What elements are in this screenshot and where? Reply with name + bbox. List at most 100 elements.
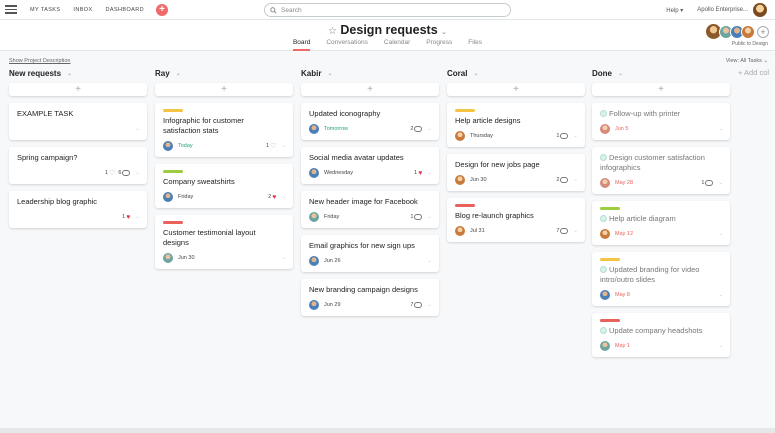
task-card[interactable]: Help article diagram May 12 ⌄: [592, 201, 730, 245]
task-card[interactable]: Email graphics for new sign ups Jun 26 ⌄: [301, 235, 439, 272]
add-member-button[interactable]: +: [757, 25, 769, 38]
assignee-avatar[interactable]: [309, 168, 319, 178]
assignee-avatar[interactable]: [600, 341, 610, 351]
task-card[interactable]: New header image for Facebook Friday 1 ⌄: [301, 191, 439, 228]
due-date[interactable]: Jun 30: [178, 255, 195, 261]
card-menu-chevron-icon[interactable]: ⌄: [573, 228, 578, 234]
assignee-avatar[interactable]: [600, 124, 610, 134]
completed-check-icon[interactable]: [600, 266, 607, 273]
tab-conversations[interactable]: Conversations: [326, 39, 368, 46]
task-card[interactable]: Blog re-launch graphics Jul 31 7 ⌄: [447, 198, 585, 242]
task-card[interactable]: Social media avatar updates Wednesday 1 ♥ ⌄: [301, 147, 439, 184]
task-card[interactable]: Follow-up with printer Jun 5 ⌄: [592, 103, 730, 140]
assignee-avatar[interactable]: [309, 124, 319, 134]
due-date[interactable]: May 28: [615, 180, 634, 186]
card-menu-chevron-icon[interactable]: ⌄: [135, 170, 140, 176]
due-date[interactable]: Wednesday: [324, 170, 353, 176]
tab-board[interactable]: Board: [292, 39, 311, 51]
nav-dashboard[interactable]: DASHBOARD: [105, 6, 144, 13]
task-card[interactable]: Customer testimonial layout designs Jun 3…: [155, 215, 293, 269]
card-menu-chevron-icon[interactable]: ⌄: [427, 126, 432, 132]
column-menu-chevron-icon[interactable]: ⌄: [473, 71, 479, 77]
tab-progress[interactable]: Progress: [426, 39, 453, 46]
assignee-avatar[interactable]: [163, 253, 173, 263]
add-task-button[interactable]: +: [9, 83, 147, 96]
task-card[interactable]: EXAMPLE TASK ⌄: [9, 103, 147, 140]
due-date[interactable]: Friday: [324, 214, 340, 220]
completed-check-icon[interactable]: [600, 154, 607, 161]
card-menu-chevron-icon[interactable]: ⌄: [718, 343, 723, 349]
card-menu-chevron-icon[interactable]: ⌄: [281, 255, 286, 261]
favorite-star-icon[interactable]: ☆: [327, 26, 337, 37]
completed-check-icon[interactable]: [600, 110, 607, 117]
hamburger-menu-icon[interactable]: [5, 5, 17, 14]
add-column-button[interactable]: + Add col: [738, 68, 770, 77]
task-card[interactable]: Updated branding for video intro/outro s…: [592, 252, 730, 306]
due-date[interactable]: Today: [178, 143, 193, 149]
column-menu-chevron-icon[interactable]: ⌄: [327, 71, 333, 77]
heart-icon[interactable]: ♥: [272, 193, 277, 201]
card-menu-chevron-icon[interactable]: ⌄: [573, 177, 578, 183]
heart-icon[interactable]: ♥: [126, 213, 131, 221]
task-card[interactable]: Design for new jobs page Jun 30 2 ⌄: [447, 154, 585, 191]
help-menu[interactable]: Help ▾: [666, 7, 684, 14]
show-project-description-link[interactable]: Show Project Description: [9, 58, 71, 64]
due-date[interactable]: Jun 29: [324, 302, 341, 308]
assignee-avatar[interactable]: [309, 300, 319, 310]
heart-icon[interactable]: ♡: [270, 143, 277, 150]
column-header[interactable]: Kabir ⌄: [301, 67, 439, 80]
task-card[interactable]: New branding campaign designs Jun 29 7 ⌄: [301, 279, 439, 316]
assignee-avatar[interactable]: [309, 256, 319, 266]
tab-calendar[interactable]: Calendar: [383, 39, 411, 46]
task-card[interactable]: Update company headshots May 1 ⌄: [592, 313, 730, 357]
due-date[interactable]: Thursday: [470, 133, 493, 139]
organization-switcher[interactable]: Apollo Enterprise...: [697, 7, 748, 13]
add-task-button[interactable]: +: [301, 83, 439, 96]
privacy-setting[interactable]: Public to Design: [731, 41, 768, 47]
horizontal-scrollbar[interactable]: [0, 428, 775, 433]
assignee-avatar[interactable]: [600, 290, 610, 300]
assignee-avatar[interactable]: [600, 229, 610, 239]
assignee-avatar[interactable]: [163, 141, 173, 151]
project-menu-chevron-icon[interactable]: ⌄: [441, 29, 448, 36]
card-menu-chevron-icon[interactable]: ⌄: [573, 133, 578, 139]
task-card[interactable]: Spring campaign? 1 ♡ 6 ⌄: [9, 147, 147, 184]
heart-icon[interactable]: ♥: [418, 169, 423, 177]
column-menu-chevron-icon[interactable]: ⌄: [67, 71, 73, 77]
card-menu-chevron-icon[interactable]: ⌄: [718, 292, 723, 298]
add-task-button[interactable]: +: [592, 83, 730, 96]
due-date[interactable]: Friday: [178, 194, 194, 200]
column-header[interactable]: Done ⌄: [592, 67, 730, 80]
assignee-avatar[interactable]: [600, 178, 610, 188]
add-task-button[interactable]: +: [155, 83, 293, 96]
assignee-avatar[interactable]: [455, 131, 465, 141]
user-avatar[interactable]: [753, 3, 767, 17]
tab-files[interactable]: Files: [468, 39, 483, 46]
card-menu-chevron-icon[interactable]: ⌄: [718, 231, 723, 237]
assignee-avatar[interactable]: [163, 192, 173, 202]
due-date[interactable]: Tomorrow: [324, 126, 349, 132]
card-menu-chevron-icon[interactable]: ⌄: [718, 180, 723, 186]
assignee-avatar[interactable]: [309, 212, 319, 222]
nav-my-tasks[interactable]: MY TASKS: [30, 6, 61, 13]
column-header[interactable]: Coral ⌄: [447, 67, 585, 80]
task-card[interactable]: Help article designs Thursday 1 ⌄: [447, 103, 585, 147]
search-input[interactable]: Search: [264, 3, 511, 17]
due-date[interactable]: May 12: [615, 231, 634, 237]
card-menu-chevron-icon[interactable]: ⌄: [281, 194, 286, 200]
task-card[interactable]: Updated iconography Tomorrow 2 ⌄: [301, 103, 439, 140]
card-menu-chevron-icon[interactable]: ⌄: [427, 302, 432, 308]
completed-check-icon[interactable]: [600, 215, 607, 222]
column-header[interactable]: New requests ⌄: [9, 67, 147, 80]
view-filter-dropdown[interactable]: View: All Tasks ⌄: [725, 58, 768, 64]
due-date[interactable]: Jul 31: [470, 228, 485, 234]
heart-icon[interactable]: ♡: [109, 170, 116, 177]
completed-check-icon[interactable]: [600, 327, 607, 334]
column-menu-chevron-icon[interactable]: ⌄: [175, 71, 181, 77]
due-date[interactable]: May 1: [615, 343, 630, 349]
due-date[interactable]: Jun 30: [470, 177, 487, 183]
card-menu-chevron-icon[interactable]: ⌄: [281, 143, 286, 149]
card-menu-chevron-icon[interactable]: ⌄: [718, 126, 723, 132]
member-avatar[interactable]: [741, 24, 755, 39]
task-card[interactable]: Leadership blog graphic 1 ♥ ⌄: [9, 191, 147, 228]
